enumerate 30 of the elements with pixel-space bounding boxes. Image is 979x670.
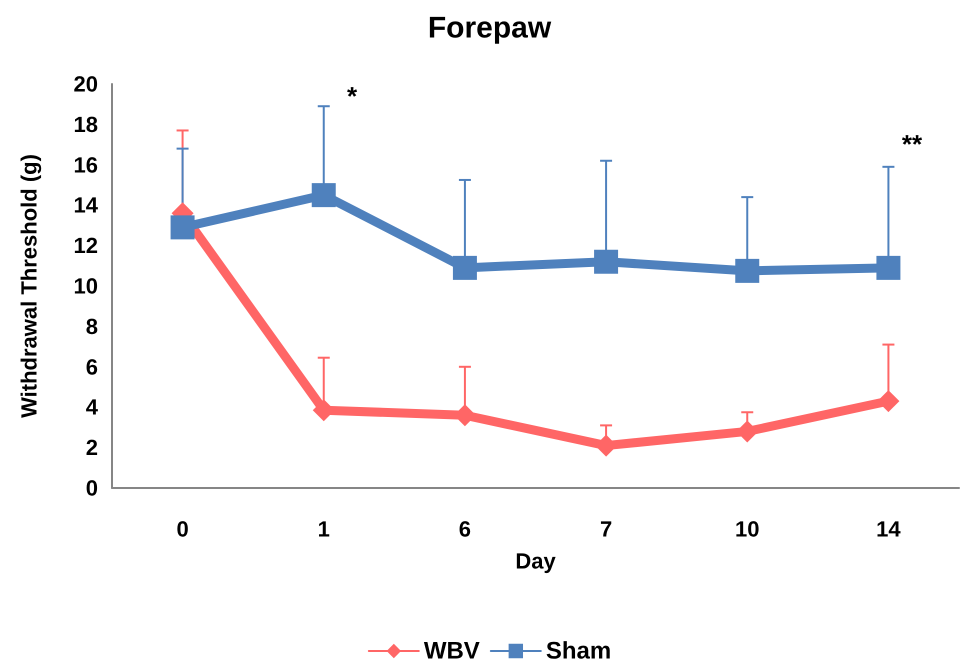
x-tick-label: 6 bbox=[458, 516, 472, 542]
x-tick-label: 1 bbox=[318, 516, 330, 542]
x-tick-label: 14 bbox=[876, 516, 902, 542]
x-tick-label: 7 bbox=[600, 516, 612, 542]
y-tick-label: 12 bbox=[74, 233, 98, 258]
y-tick-label: 20 bbox=[74, 72, 98, 96]
x-tick-label: 10 bbox=[735, 516, 760, 542]
annotation: * bbox=[346, 81, 358, 111]
y-tick-label: 8 bbox=[86, 314, 98, 339]
annotation: ** bbox=[902, 129, 923, 159]
y-tick-label: 14 bbox=[74, 192, 99, 218]
point bbox=[876, 256, 900, 280]
chart-title: Forepaw bbox=[428, 12, 552, 44]
point bbox=[594, 250, 618, 274]
point bbox=[312, 183, 336, 208]
y-tick-label: 6 bbox=[86, 354, 98, 380]
y-tick-label: 4 bbox=[86, 394, 99, 420]
point bbox=[735, 258, 760, 283]
y-tick-label: 2 bbox=[86, 435, 98, 460]
y-tick-label: 18 bbox=[74, 112, 98, 137]
point bbox=[170, 215, 195, 240]
y-tick-label: 0 bbox=[86, 476, 98, 500]
x-tick-label: 0 bbox=[176, 516, 189, 542]
y-axis-title: Withdrawal Threshold (g) bbox=[16, 154, 42, 418]
legend-label: Sham bbox=[546, 638, 612, 664]
y-tick-label: 10 bbox=[74, 274, 98, 298]
y-tick-label: 16 bbox=[74, 152, 98, 178]
point bbox=[452, 256, 477, 280]
x-axis-title: Day bbox=[515, 548, 556, 574]
legend-label: WBV bbox=[424, 638, 480, 664]
